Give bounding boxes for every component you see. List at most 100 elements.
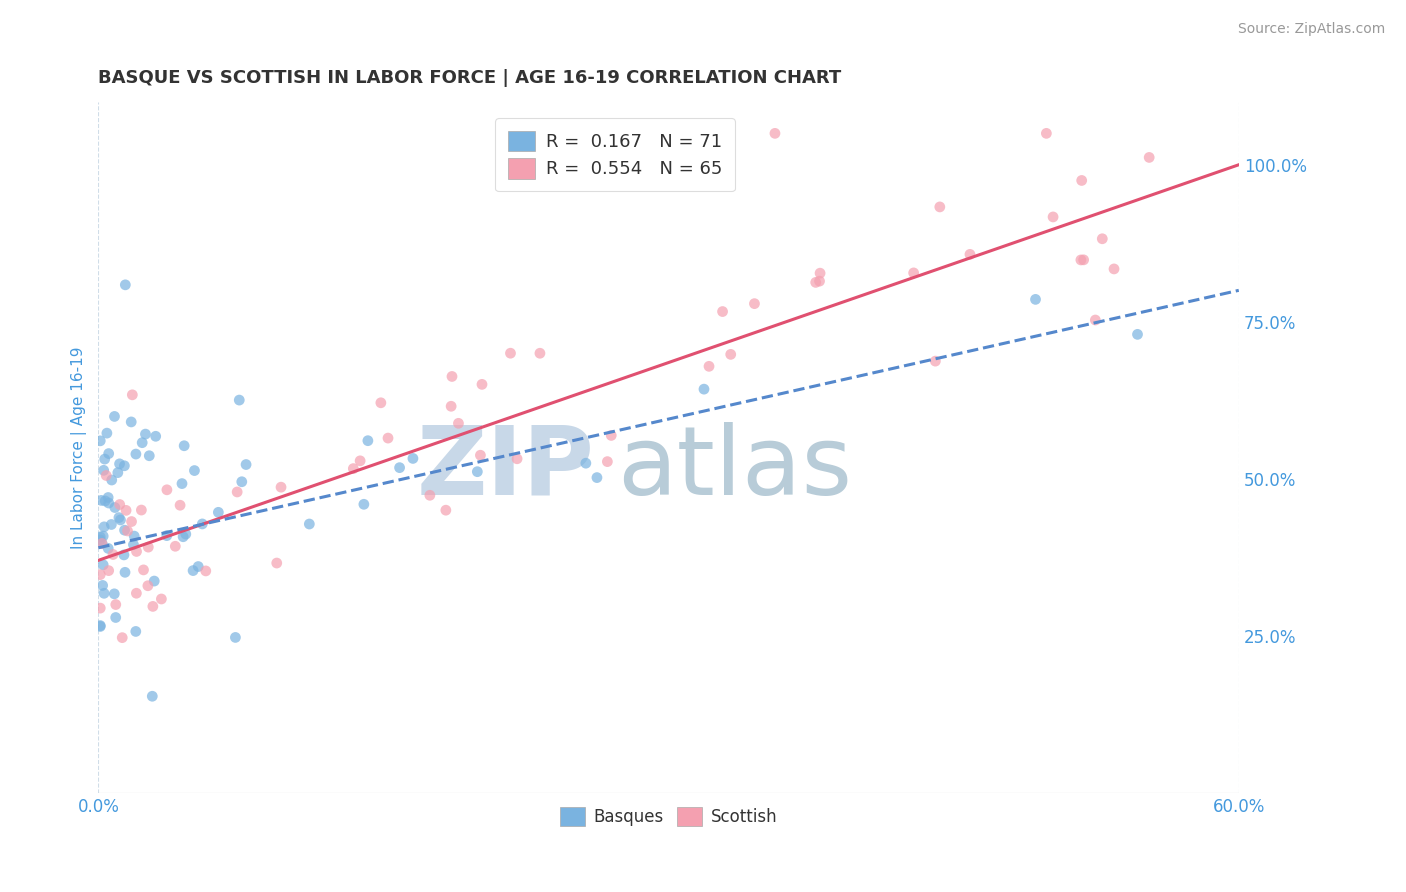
Point (600, 428, 623, 442)
Point (89, 434, 111, 448)
Point (959, 247, 981, 261)
Point (91, 558, 114, 572)
Point (1137, 150, 1160, 164)
Point (720, 347, 742, 361)
Point (1102, 261, 1125, 276)
Text: Source: ZipAtlas.com: Source: ZipAtlas.com (1237, 22, 1385, 37)
Point (122, 529, 145, 543)
Point (506, 451, 529, 466)
Point (903, 266, 925, 280)
Point (711, 304, 734, 318)
Point (93, 520, 115, 534)
Point (804, 276, 827, 290)
Point (111, 631, 134, 645)
Point (103, 587, 125, 601)
Point (120, 415, 142, 429)
Point (121, 388, 143, 402)
Point (596, 455, 619, 469)
Point (440, 369, 463, 384)
Point (440, 399, 463, 413)
Point (125, 624, 148, 639)
Point (114, 523, 136, 537)
Point (1024, 293, 1046, 307)
Point (112, 458, 135, 473)
Point (91, 578, 114, 592)
Point (235, 458, 257, 472)
Point (1073, 252, 1095, 267)
Point (1070, 252, 1092, 267)
Point (108, 510, 131, 524)
Point (96, 426, 118, 441)
Point (342, 461, 364, 475)
Point (808, 274, 831, 288)
Point (132, 563, 155, 577)
Point (89, 618, 111, 632)
Point (170, 476, 193, 491)
Point (97, 446, 120, 460)
Point (97, 564, 120, 578)
Point (117, 524, 139, 538)
Point (529, 346, 551, 360)
Point (499, 346, 522, 360)
Point (434, 503, 457, 517)
Point (174, 527, 197, 541)
Point (150, 592, 173, 607)
Point (187, 559, 209, 574)
Point (226, 485, 249, 500)
Point (104, 598, 127, 612)
Point (194, 564, 217, 578)
Point (697, 359, 720, 374)
Point (575, 456, 598, 470)
Point (744, 296, 766, 310)
Point (470, 448, 492, 462)
Point (145, 429, 167, 443)
Point (131, 503, 153, 517)
Point (89, 567, 111, 582)
Point (91, 536, 114, 550)
Point (142, 599, 165, 614)
Point (97, 541, 120, 556)
Point (1091, 232, 1114, 246)
Point (693, 382, 716, 396)
Point (763, 127, 786, 141)
Point (349, 454, 371, 468)
Point (388, 460, 411, 475)
Point (1126, 327, 1149, 342)
Point (93, 586, 115, 600)
Point (1084, 313, 1107, 327)
Point (156, 528, 179, 542)
Point (471, 377, 494, 392)
Point (89, 601, 111, 615)
Point (100, 517, 122, 532)
Point (125, 544, 148, 558)
Point (91, 536, 114, 550)
Y-axis label: In Labor Force | Age 16-19: In Labor Force | Age 16-19 (72, 346, 87, 549)
Point (107, 466, 129, 480)
Point (1042, 210, 1064, 224)
Point (298, 516, 321, 531)
Point (134, 427, 156, 442)
Point (924, 354, 946, 368)
Point (138, 449, 160, 463)
Legend: Basques, Scottish: Basques, Scottish (554, 800, 783, 832)
Point (928, 200, 950, 214)
Point (353, 497, 375, 511)
Point (377, 431, 399, 445)
Point (191, 516, 214, 531)
Point (447, 417, 470, 431)
Point (93, 452, 115, 467)
Point (91, 529, 114, 543)
Point (108, 498, 131, 512)
Point (586, 470, 609, 484)
Point (89, 530, 111, 544)
Point (93, 463, 115, 477)
Point (141, 690, 163, 704)
Point (110, 513, 132, 527)
Point (114, 566, 136, 580)
Text: BASQUE VS SCOTTISH IN LABOR FORCE | AGE 16-19 CORRELATION CHART: BASQUE VS SCOTTISH IN LABOR FORCE | AGE … (98, 69, 842, 87)
Point (94, 494, 117, 508)
Point (97, 496, 120, 510)
Point (115, 503, 138, 517)
Point (122, 538, 145, 552)
Point (402, 451, 425, 466)
